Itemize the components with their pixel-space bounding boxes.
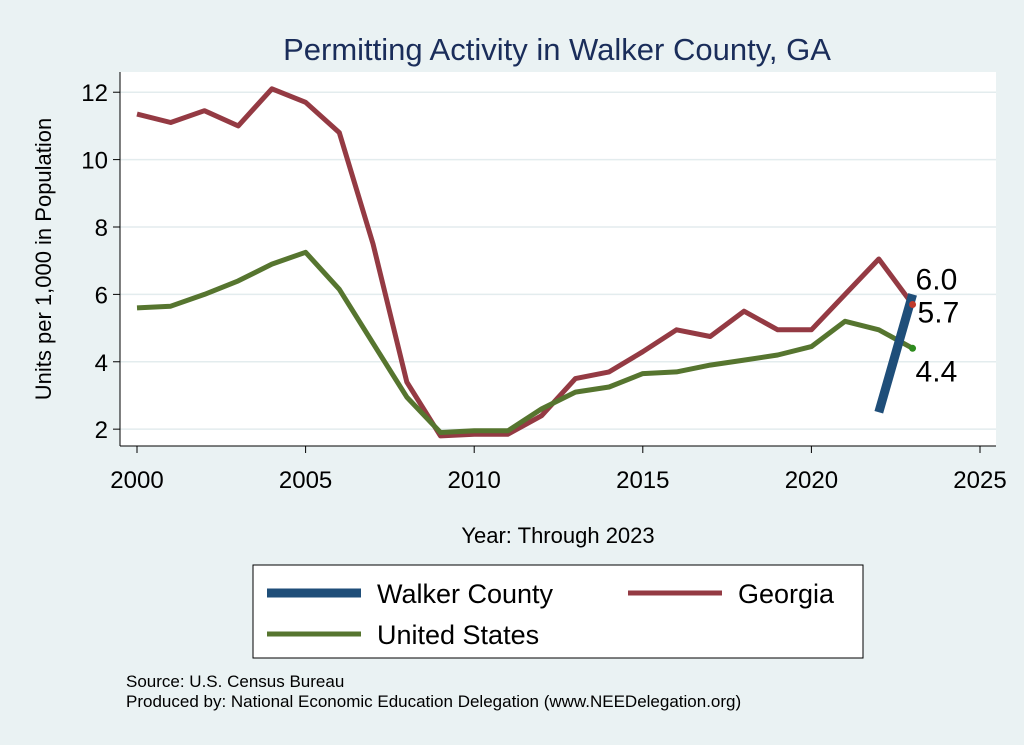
- series-line-georgia: [136, 86, 915, 439]
- plot-area: [120, 72, 996, 446]
- end-labels: 6.05.7 4.4: [916, 263, 960, 388]
- end-label-walker-county: 6.0: [916, 263, 958, 296]
- end-label-georgia: 5.7: [918, 296, 960, 329]
- x-tick-label: 2010: [448, 467, 501, 494]
- x-tick-label: 2000: [110, 467, 163, 494]
- series-line-walker-county: [874, 293, 917, 414]
- legend: Walker County Georgia United States: [252, 564, 864, 659]
- y-tick-label: 12: [81, 80, 108, 107]
- x-tick-label: 2015: [616, 467, 669, 494]
- axes: 2 4 6 8 10 12 2000 2005 2010 2015 2020 2025: [81, 72, 1007, 494]
- x-tick-label: 2025: [953, 467, 1006, 494]
- series-line-united-states: [136, 249, 914, 435]
- legend-label-georgia: Georgia: [738, 579, 835, 609]
- series-layer: [136, 86, 917, 439]
- x-axis-title: Year: Through 2023: [461, 523, 654, 548]
- end-marker-united-states: [909, 344, 917, 352]
- source-note: Produced by: National Economic Education…: [126, 692, 741, 711]
- legend-label-united-states: United States: [377, 620, 539, 650]
- x-tick-label: 2005: [279, 467, 332, 494]
- end-label-united-states: 4.4: [916, 355, 958, 388]
- legend-box: [252, 564, 864, 659]
- y-tick-label: 6: [95, 282, 108, 309]
- y-tick-label: 4: [95, 350, 108, 377]
- y-tick-label: 2: [95, 417, 108, 444]
- x-tick-label: 2020: [785, 467, 838, 494]
- legend-label-walker-county: Walker County: [377, 579, 554, 609]
- y-tick-label: 10: [81, 148, 108, 175]
- chart-title: Permitting Activity in Walker County, GA: [283, 32, 831, 67]
- source-note: Source: U.S. Census Bureau: [126, 672, 344, 691]
- y-axis-title: Units per 1,000 in Population: [31, 118, 56, 401]
- y-tick-label: 8: [95, 215, 108, 242]
- end-marker-georgia: [909, 300, 917, 308]
